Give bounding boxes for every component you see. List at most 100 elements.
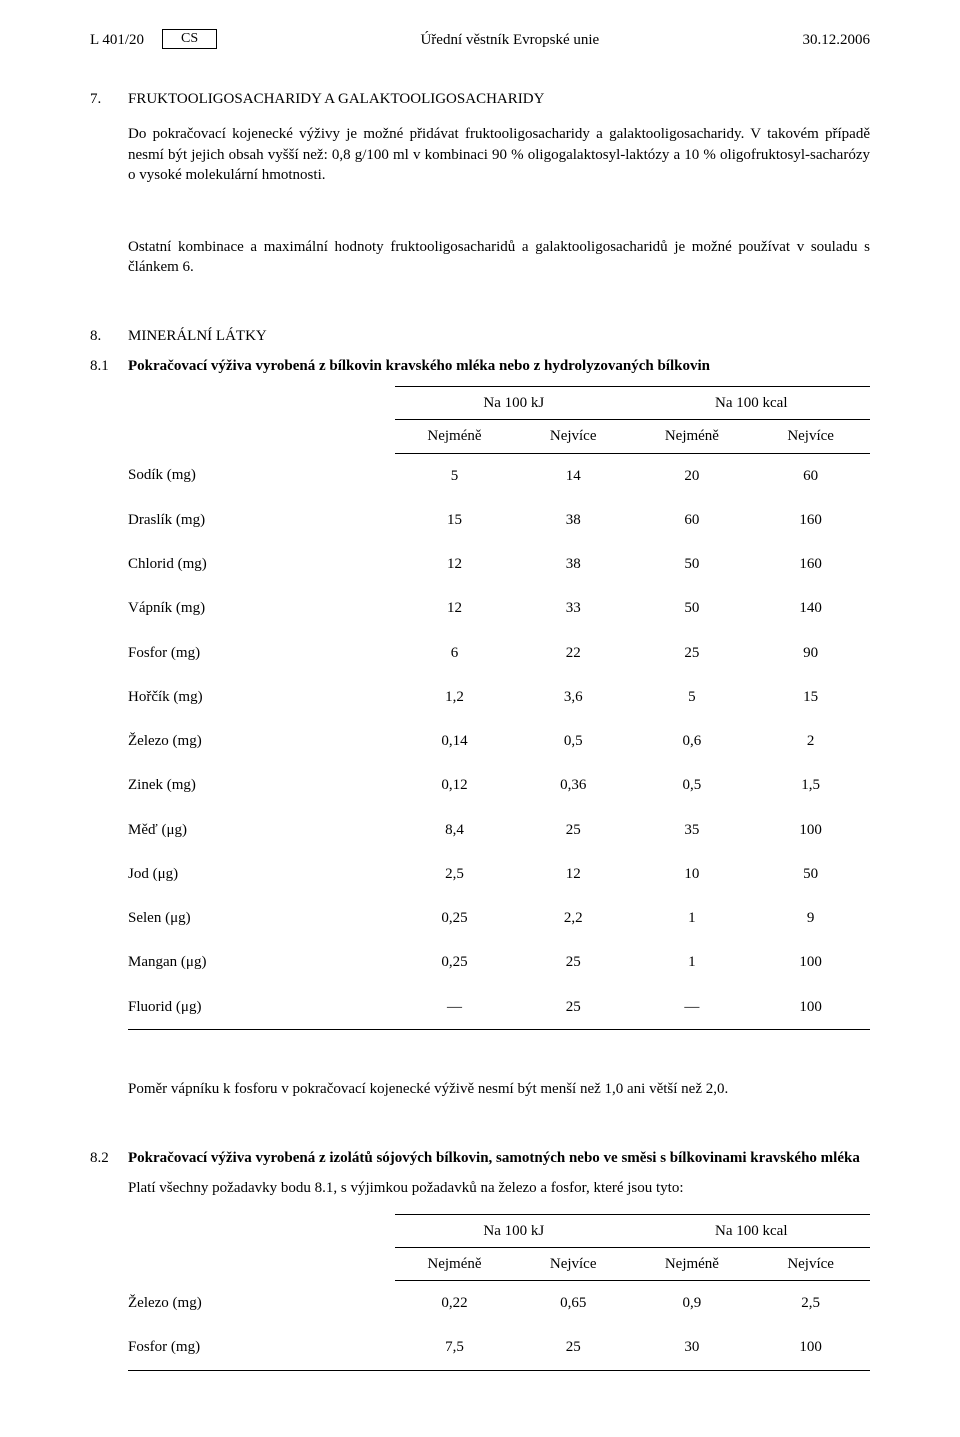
cell-value: 90 bbox=[751, 631, 870, 675]
section-8-1-note: Poměr vápníku k fosforu v pokračovací ko… bbox=[128, 1079, 870, 1099]
cell-value: 60 bbox=[751, 453, 870, 498]
table-row: Měď (μg)8,42535100 bbox=[128, 808, 870, 852]
cell-value: 2,2 bbox=[514, 896, 633, 940]
cell-value: 30 bbox=[633, 1325, 752, 1370]
cell-value: 0,6 bbox=[633, 719, 752, 763]
section-7-title: FRUKTOOLIGOSACHARIDY A GALAKTOOLIGOSACHA… bbox=[128, 89, 870, 109]
cell-value: 100 bbox=[751, 940, 870, 984]
cell-value: 35 bbox=[633, 808, 752, 852]
cell-value: 7,5 bbox=[395, 1325, 514, 1370]
col-header-max: Nejvíce bbox=[751, 1247, 870, 1280]
col-header-min: Nejméně bbox=[633, 1247, 752, 1280]
row-label: Fosfor (mg) bbox=[128, 631, 395, 675]
section-8-2-title: Pokračovací výživa vyrobená z izolátů só… bbox=[128, 1148, 870, 1168]
cell-value: 100 bbox=[751, 808, 870, 852]
row-label: Sodík (mg) bbox=[128, 453, 395, 498]
section-8-2-para: Platí všechny požadavky bodu 8.1, s výji… bbox=[128, 1178, 870, 1198]
cell-value: 0,65 bbox=[514, 1281, 633, 1326]
col-group-kj: Na 100 kJ bbox=[395, 1214, 632, 1247]
section-8: 8. MINERÁLNÍ LÁTKY 8.1 Pokračovací výživ… bbox=[90, 326, 870, 1371]
table-row: Sodík (mg)5142060 bbox=[128, 453, 870, 498]
section-8-1-title: Pokračovací výživa vyrobená z bílkovin k… bbox=[128, 356, 870, 376]
cell-value: 50 bbox=[633, 542, 752, 586]
cell-value: 20 bbox=[633, 453, 752, 498]
section-8-heading: 8. MINERÁLNÍ LÁTKY bbox=[90, 326, 870, 346]
table-row: Selen (μg)0,252,219 bbox=[128, 896, 870, 940]
cell-value: 50 bbox=[751, 852, 870, 896]
cell-value: 0,5 bbox=[633, 763, 752, 807]
cell-value: 9 bbox=[751, 896, 870, 940]
cell-value: 15 bbox=[395, 498, 514, 542]
row-label: Hořčík (mg) bbox=[128, 675, 395, 719]
cell-value: 0,9 bbox=[633, 1281, 752, 1326]
col-group-kcal: Na 100 kcal bbox=[633, 1214, 870, 1247]
cell-value: — bbox=[633, 985, 752, 1030]
header-right: 30.12.2006 bbox=[803, 30, 871, 50]
cell-value: 1 bbox=[633, 940, 752, 984]
cell-value: 1,5 bbox=[751, 763, 870, 807]
row-label: Fluorid (μg) bbox=[128, 985, 395, 1030]
col-header-max: Nejvíce bbox=[514, 1247, 633, 1280]
table-row: Na 100 kJ Na 100 kcal bbox=[128, 1214, 870, 1247]
table-row: Draslík (mg)153860160 bbox=[128, 498, 870, 542]
section-8-1-number: 8.1 bbox=[90, 356, 128, 376]
header-lang-box: CS bbox=[162, 29, 217, 49]
cell-value: 1,2 bbox=[395, 675, 514, 719]
cell-value: 6 bbox=[395, 631, 514, 675]
cell-value: 33 bbox=[514, 586, 633, 630]
header-left: L 401/20 bbox=[90, 30, 144, 50]
cell-value: 25 bbox=[514, 808, 633, 852]
cell-value: 50 bbox=[633, 586, 752, 630]
cell-value: 0,22 bbox=[395, 1281, 514, 1326]
cell-value: 12 bbox=[395, 542, 514, 586]
cell-value: 38 bbox=[514, 498, 633, 542]
table-row: Na 100 kJ Na 100 kcal bbox=[128, 387, 870, 420]
table-row: Železo (mg)0,140,50,62 bbox=[128, 719, 870, 763]
cell-value: 2,5 bbox=[751, 1281, 870, 1326]
table-row: Hořčík (mg)1,23,6515 bbox=[128, 675, 870, 719]
cell-value: 0,5 bbox=[514, 719, 633, 763]
table-row: Železo (mg)0,220,650,92,5 bbox=[128, 1281, 870, 1326]
table-row: Zinek (mg)0,120,360,51,5 bbox=[128, 763, 870, 807]
cell-value: — bbox=[395, 985, 514, 1030]
row-label: Železo (mg) bbox=[128, 719, 395, 763]
col-header-min: Nejméně bbox=[395, 1247, 514, 1280]
cell-value: 60 bbox=[633, 498, 752, 542]
cell-value: 14 bbox=[514, 453, 633, 498]
cell-value: 0,36 bbox=[514, 763, 633, 807]
col-header-min: Nejméně bbox=[633, 420, 752, 453]
row-label: Mangan (μg) bbox=[128, 940, 395, 984]
section-7-para-1: Do pokračovací kojenecké výživy je možné… bbox=[128, 124, 870, 185]
cell-value: 15 bbox=[751, 675, 870, 719]
row-label: Fosfor (mg) bbox=[128, 1325, 395, 1370]
table-row: Fosfor (mg)6222590 bbox=[128, 631, 870, 675]
cell-value: 12 bbox=[395, 586, 514, 630]
table-row: Mangan (μg)0,25251100 bbox=[128, 940, 870, 984]
section-8-2-number: 8.2 bbox=[90, 1148, 128, 1168]
section-8-2-heading: 8.2 Pokračovací výživa vyrobená z izolát… bbox=[90, 1148, 870, 1168]
section-7-heading: 7. FRUKTOOLIGOSACHARIDY A GALAKTOOLIGOSA… bbox=[90, 89, 870, 109]
col-header-max: Nejvíce bbox=[514, 420, 633, 453]
row-label: Železo (mg) bbox=[128, 1281, 395, 1326]
minerals-table-2: Na 100 kJ Na 100 kcal Nejméně Nejvíce Ne… bbox=[128, 1214, 870, 1371]
col-group-kj: Na 100 kJ bbox=[395, 387, 632, 420]
table-row: Fluorid (μg)—25—100 bbox=[128, 985, 870, 1030]
page-header: L 401/20 CS Úřední věstník Evropské unie… bbox=[90, 30, 870, 51]
minerals-table-1: Na 100 kJ Na 100 kcal Nejméně Nejvíce Ne… bbox=[128, 386, 870, 1030]
cell-value: 5 bbox=[395, 453, 514, 498]
cell-value: 25 bbox=[633, 631, 752, 675]
cell-value: 100 bbox=[751, 985, 870, 1030]
cell-value: 0,25 bbox=[395, 896, 514, 940]
cell-value: 10 bbox=[633, 852, 752, 896]
cell-value: 8,4 bbox=[395, 808, 514, 852]
row-label: Chlorid (mg) bbox=[128, 542, 395, 586]
cell-value: 0,14 bbox=[395, 719, 514, 763]
section-8-title: MINERÁLNÍ LÁTKY bbox=[128, 326, 870, 346]
table-row: Nejméně Nejvíce Nejméně Nejvíce bbox=[128, 420, 870, 453]
cell-value: 3,6 bbox=[514, 675, 633, 719]
cell-value: 1 bbox=[633, 896, 752, 940]
row-label: Jod (μg) bbox=[128, 852, 395, 896]
cell-value: 22 bbox=[514, 631, 633, 675]
section-7: 7. FRUKTOOLIGOSACHARIDY A GALAKTOOLIGOSA… bbox=[90, 89, 870, 278]
cell-value: 100 bbox=[751, 1325, 870, 1370]
